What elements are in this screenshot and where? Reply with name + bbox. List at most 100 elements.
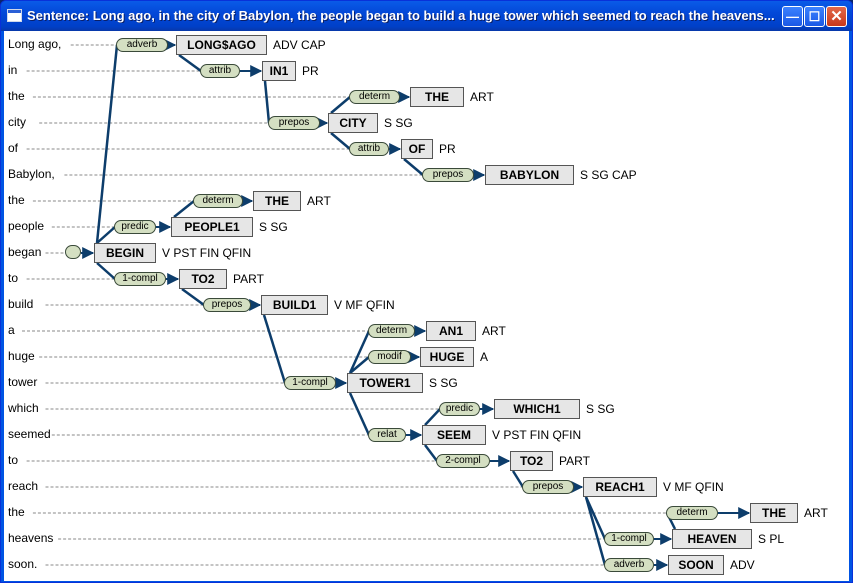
- sentence-word: soon.: [8, 557, 38, 571]
- sentence-word: huge: [8, 349, 35, 363]
- relation-label[interactable]: 1-compl: [114, 272, 166, 286]
- sentence-word: tower: [8, 375, 38, 389]
- node-tags: S SG: [259, 220, 288, 234]
- tree-edge: [424, 408, 441, 426]
- relation-label[interactable]: 2-compl: [436, 454, 490, 468]
- node-tags: S SG: [429, 376, 458, 390]
- maximize-button[interactable]: ☐: [804, 6, 825, 27]
- tree-node[interactable]: SOON: [668, 555, 724, 575]
- root-marker[interactable]: [65, 245, 81, 259]
- tree-edge: [403, 158, 424, 176]
- sentence-word: the: [8, 193, 25, 207]
- tree-node[interactable]: AN1: [426, 321, 476, 341]
- node-tags: V PST FIN QFIN: [162, 246, 252, 260]
- relation-label[interactable]: predic: [114, 220, 156, 234]
- minimize-button[interactable]: —: [782, 6, 803, 27]
- tree-edge: [263, 80, 271, 124]
- relation-label[interactable]: prepos: [203, 298, 251, 312]
- tree-node[interactable]: CITY: [328, 113, 378, 133]
- sentence-word: Babylon,: [8, 167, 55, 181]
- tree-node[interactable]: PEOPLE1: [171, 217, 253, 237]
- sentence-word: people: [8, 219, 45, 233]
- relation-label[interactable]: prepos: [522, 480, 574, 494]
- title-bar[interactable]: Sentence: Long ago, in the city of Babyl…: [1, 1, 852, 31]
- tree-edge: [96, 226, 116, 244]
- tree-edge: [511, 470, 525, 488]
- relation-label[interactable]: prepos: [422, 168, 474, 182]
- node-tags: S SG CAP: [580, 168, 637, 182]
- tree-node[interactable]: WHICH1: [494, 399, 580, 419]
- tree-node[interactable]: OF: [401, 139, 433, 159]
- relation-label[interactable]: adverb: [604, 558, 654, 572]
- parse-tree-canvas: [22, 39, 751, 571]
- tree-node[interactable]: SEEM: [422, 425, 486, 445]
- sentence-word: reach: [8, 479, 39, 493]
- sentence-word: the: [8, 89, 25, 103]
- tree-edge: [96, 262, 116, 280]
- node-tags: PR: [302, 64, 319, 78]
- relation-label[interactable]: predic: [439, 402, 480, 416]
- window-title: Sentence: Long ago, in the city of Babyl…: [27, 8, 775, 23]
- relation-label[interactable]: relat: [368, 428, 406, 442]
- tree-edge: [584, 496, 607, 566]
- sentence-word: began: [8, 245, 42, 259]
- relation-label[interactable]: modif: [368, 350, 411, 364]
- node-tags: V PST FIN QFIN: [492, 428, 582, 442]
- sentence-word: build: [8, 297, 34, 311]
- tree-node[interactable]: REACH1: [583, 477, 657, 497]
- relation-label[interactable]: determ: [349, 90, 400, 104]
- tree-edge: [173, 200, 195, 218]
- tree-edge: [424, 444, 438, 462]
- node-tags: ART: [482, 324, 506, 338]
- tree-edge: [348, 330, 371, 374]
- node-tags: ART: [470, 90, 494, 104]
- tree-node[interactable]: THE: [410, 87, 464, 107]
- relation-label[interactable]: 1-compl: [284, 376, 336, 390]
- tree-edge: [181, 287, 205, 307]
- tree-node[interactable]: TOWER1: [347, 373, 423, 393]
- tree-node[interactable]: THE: [750, 503, 798, 523]
- tree-node[interactable]: LONG$AGO: [176, 35, 267, 55]
- tree-node[interactable]: IN1: [262, 61, 296, 81]
- relation-label[interactable]: attrib: [349, 142, 389, 156]
- tree-node[interactable]: HUGE: [420, 347, 474, 367]
- tree-node[interactable]: THE: [253, 191, 301, 211]
- relation-label[interactable]: determ: [193, 194, 243, 208]
- relation-label[interactable]: determ: [666, 506, 718, 520]
- relation-label[interactable]: determ: [368, 324, 415, 338]
- tree-node[interactable]: TO2: [510, 451, 553, 471]
- node-tags: V MF QFIN: [334, 298, 395, 312]
- parse-tree-view[interactable]: Long ago, in the city of Babylon, the people beg…: [4, 31, 849, 581]
- tree-node[interactable]: BABYLON: [485, 165, 574, 185]
- sentence-word: to: [8, 271, 19, 285]
- tree-node[interactable]: BEGIN: [94, 243, 156, 263]
- sentence-word: the: [8, 505, 25, 519]
- node-tags: ART: [804, 506, 828, 520]
- relation-label[interactable]: attrib: [200, 64, 240, 78]
- tree-node[interactable]: HEAVEN: [672, 529, 752, 549]
- tree-edge: [348, 392, 371, 436]
- relation-label[interactable]: 1-compl: [604, 532, 654, 546]
- tree-edge: [349, 356, 370, 374]
- tree-edge: [330, 132, 351, 150]
- tree-edge: [262, 314, 287, 384]
- sentence-word: which: [8, 401, 39, 415]
- relation-label[interactable]: adverb: [116, 38, 168, 52]
- tree-edge: [330, 96, 351, 114]
- node-tags: S SG: [586, 402, 615, 416]
- tree-node[interactable]: TO2: [179, 269, 227, 289]
- sentence-word: to: [8, 453, 19, 467]
- relation-label[interactable]: prepos: [268, 116, 320, 130]
- tree-node[interactable]: BUILD1: [261, 295, 328, 315]
- sentence-word: seemed: [8, 427, 51, 441]
- node-tags: PART: [233, 272, 264, 286]
- sentence-word: heavens: [8, 531, 54, 545]
- node-tags: ADV: [730, 558, 755, 572]
- sentence-word: city: [8, 115, 26, 129]
- close-button[interactable]: ✕: [826, 6, 847, 27]
- node-tags: S PL: [758, 532, 785, 546]
- node-tags: V MF QFIN: [663, 480, 724, 494]
- node-tags: PART: [559, 454, 590, 468]
- node-tags: ART: [307, 194, 331, 208]
- sentence-word: Long ago,: [8, 37, 62, 51]
